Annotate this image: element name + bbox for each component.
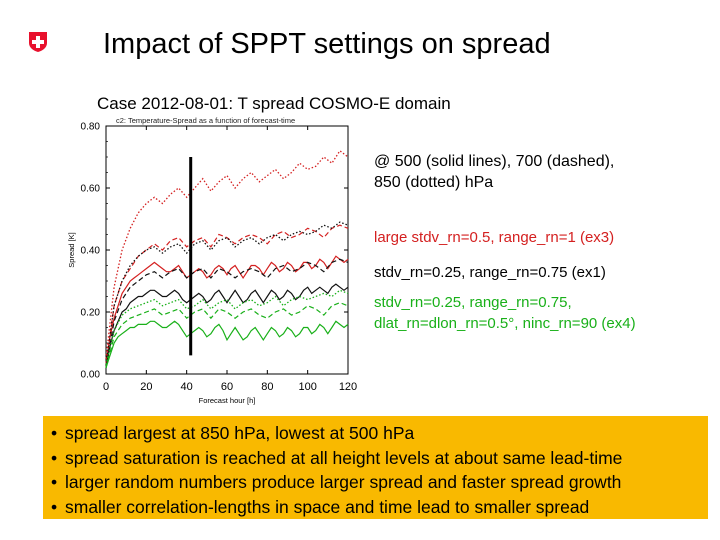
x-tick-label: 80	[261, 381, 273, 393]
annotation-levels-line-1: @ 500 (solid lines), 700 (dashed),	[374, 153, 615, 170]
series-line-ex4-700-hpa	[105, 302, 349, 368]
annotation-ex4: stdv_rn=0.25, range_rn=0.75, dlat_rn=dlo…	[374, 292, 636, 334]
y-axis-label: Spread [K]	[67, 232, 76, 267]
y-tick-label: 0.00	[81, 370, 101, 381]
summary-bullet: larger random numbers produce larger spr…	[51, 470, 708, 495]
annotation-ex3: large stdv_rn=0.5, range_rn=1 (ex3)	[374, 229, 615, 246]
series-line-ex3-500-hpa	[105, 255, 349, 365]
y-tick-label: 0.80	[81, 122, 101, 133]
summary-bullet: spread largest at 850 hPa, lowest at 500…	[51, 421, 708, 446]
x-tick-label: 60	[221, 381, 233, 393]
x-tick-label: 120	[339, 381, 357, 393]
y-tick-label: 0.40	[81, 246, 101, 257]
swiss-cross-logo-icon	[29, 32, 47, 52]
annotation-levels: @ 500 (solid lines), 700 (dashed), 850 (…	[374, 151, 614, 193]
annotation-levels-line-2: 850 (dotted) hPa	[374, 174, 494, 191]
chart-title: c2: Temperature-Spread as a function of …	[116, 116, 295, 125]
summary-box: spread largest at 850 hPa, lowest at 500…	[43, 416, 708, 519]
series-line-ex4-850-hpa	[105, 289, 349, 365]
series-line-ex1-700-hpa	[105, 258, 349, 368]
y-tick-label: 0.60	[81, 184, 101, 195]
x-tick-label: 40	[181, 381, 193, 393]
x-tick-label: 20	[140, 381, 152, 393]
spread-line-chart: c2: Temperature-Spread as a function of …	[67, 116, 357, 405]
slide-subtitle: Case 2012-08-01: T spread COSMO-E domain	[97, 94, 451, 113]
annotation-ex1: stdv_rn=0.25, range_rn=0.75 (ex1)	[374, 264, 606, 281]
series-line-ex4-500-hpa	[105, 320, 349, 368]
slide-title: Impact of SPPT settings on spread	[103, 28, 551, 60]
x-axis-label: Forecast hour [h]	[199, 396, 256, 405]
series-line-ex3-700-hpa	[105, 224, 349, 365]
y-tick-label: 0.20	[81, 308, 101, 319]
x-tick-label: 0	[103, 381, 109, 393]
annotation-ex4-line-2: dlat_rn=dlon_rn=0.5°, ninc_rn=90 (ex4)	[374, 315, 636, 332]
x-tick-label: 100	[298, 381, 316, 393]
plot-frame	[105, 125, 349, 375]
annotation-ex4-line-1: stdv_rn=0.25, range_rn=0.75,	[374, 294, 572, 311]
summary-bullet: smaller correlation-lengths in space and…	[51, 495, 708, 520]
summary-bullet: spread saturation is reached at all heig…	[51, 446, 708, 471]
series-line-ex3-850-hpa	[105, 149, 349, 359]
series-line-ex1-500-hpa	[105, 283, 349, 368]
